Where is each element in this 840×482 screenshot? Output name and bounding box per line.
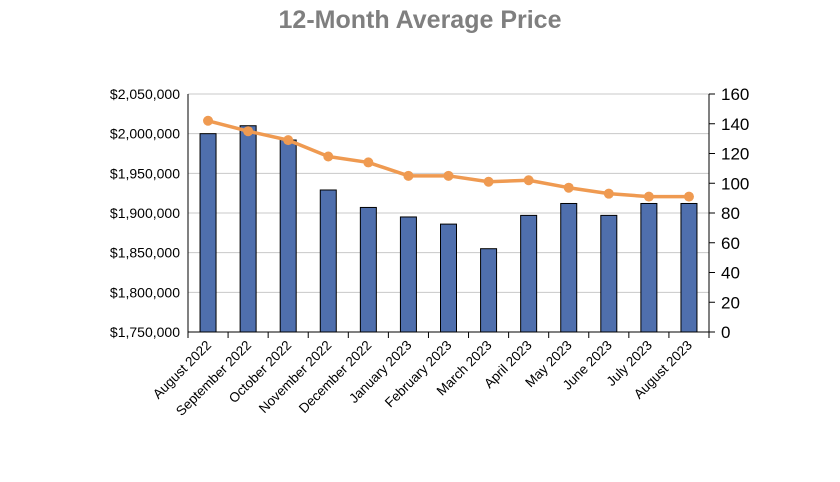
chart-title: 12-Month Average Price: [278, 6, 562, 34]
y-right-tick-label: 80: [721, 204, 740, 223]
axes: [187, 93, 715, 338]
line-point: [443, 170, 454, 181]
line-point: [203, 115, 214, 126]
x-category-label: December 2022: [296, 338, 375, 417]
y-right-tick-label: 100: [721, 174, 749, 193]
line-point: [683, 191, 694, 202]
y-right-tick-label: 40: [721, 264, 740, 283]
bar: [480, 248, 498, 333]
y-right-tick-label: 140: [721, 115, 749, 134]
bar: [640, 202, 658, 333]
line-point: [643, 191, 654, 202]
line-point: [363, 157, 374, 168]
line-point: [603, 188, 614, 199]
bar: [600, 214, 618, 333]
y-right-tick-label: 120: [721, 145, 749, 164]
bar: [199, 133, 217, 333]
x-category-label: November 2022: [256, 338, 335, 417]
line-point: [403, 170, 414, 181]
left-axis-labels: $1,750,000 $1,800,000 $1,850,000 $1,900,000…: [110, 86, 180, 340]
y-right-tick-label: 0: [721, 323, 730, 342]
bar: [440, 223, 457, 333]
y-left-tick-label: $1,850,000: [110, 245, 180, 261]
y-left-tick-label: $1,800,000: [110, 284, 180, 300]
bar: [279, 139, 297, 333]
y-left-tick-label: $2,000,000: [110, 126, 180, 142]
bar-series: [199, 125, 698, 333]
line-point: [563, 182, 574, 193]
bar: [239, 125, 257, 333]
bar: [560, 202, 578, 333]
y-left-tick-label: $2,050,000: [110, 86, 180, 102]
bar: [399, 216, 417, 333]
y-left-tick-label: $1,750,000: [110, 324, 180, 340]
bar: [680, 202, 698, 333]
line-point: [483, 176, 494, 187]
line-point: [243, 126, 254, 137]
y-right-tick-label: 160: [721, 85, 749, 104]
y-left-tick-label: $1,900,000: [110, 205, 180, 221]
line-point: [283, 135, 294, 146]
bar: [520, 214, 538, 333]
bar: [359, 206, 377, 333]
bar: [319, 189, 337, 333]
y-right-tick-label: 20: [721, 293, 740, 312]
y-right-tick-label: 60: [721, 234, 740, 253]
y-left-tick-label: $1,950,000: [110, 165, 180, 181]
right-axis-labels: 0 20 40 60 80 100 120 140 160: [721, 85, 749, 342]
line-series: [203, 115, 694, 202]
line-point: [323, 151, 334, 162]
line-point: [523, 175, 534, 186]
